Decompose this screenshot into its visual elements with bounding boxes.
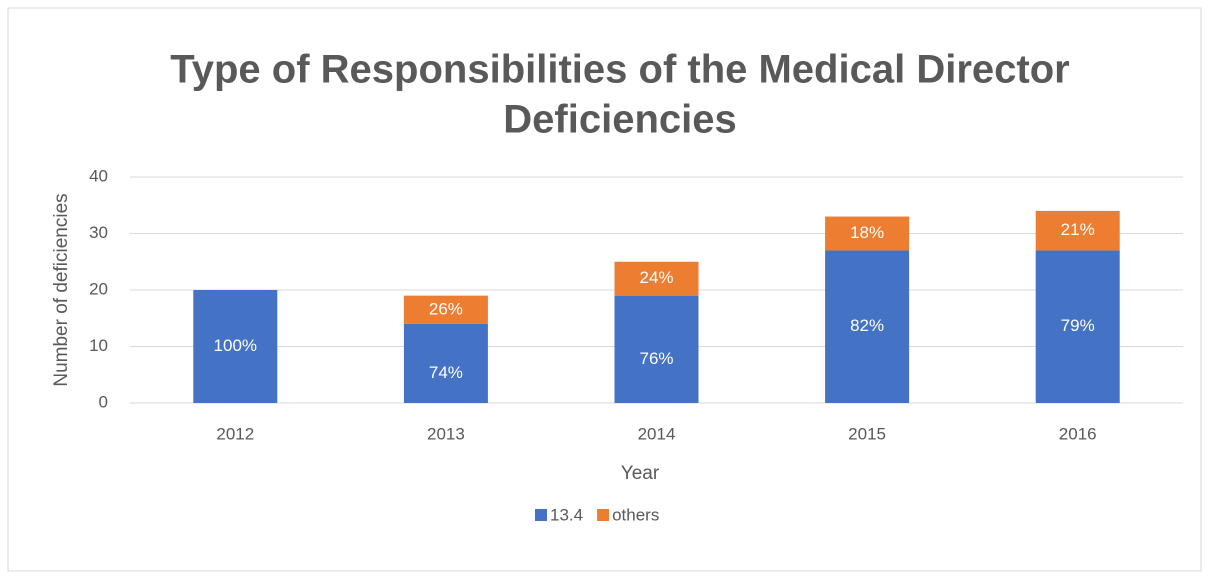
- y-axis-label: Number of deficiencies: [51, 193, 72, 386]
- data-label: 74%: [429, 363, 463, 382]
- legend-label: 13.4: [550, 505, 583, 524]
- bar-segment: [193, 290, 278, 403]
- bar-segment: [1035, 210, 1120, 251]
- x-axis-label: Year: [621, 463, 660, 484]
- y-tick-label: 30: [89, 223, 108, 242]
- bar-segment: [1035, 250, 1120, 403]
- x-tick-label: 2012: [216, 424, 254, 443]
- legend-label: others: [612, 505, 659, 524]
- bar-segment: [825, 250, 910, 403]
- legend-swatch: [535, 509, 547, 521]
- x-tick-label: 2015: [848, 424, 886, 443]
- y-tick-label: 40: [89, 166, 108, 185]
- y-tick-label: 0: [99, 392, 108, 411]
- x-tick-label: 2013: [427, 424, 465, 443]
- y-tick-label: 10: [89, 336, 108, 355]
- bar-segment: [403, 323, 488, 403]
- bar-segment: [614, 295, 699, 403]
- y-tick-label: 20: [89, 279, 108, 298]
- data-label: 100%: [214, 336, 257, 355]
- data-label: 76%: [639, 349, 673, 368]
- x-tick-label: 2014: [638, 424, 676, 443]
- chart-title: Type of Responsibilities of the Medical …: [170, 48, 1069, 92]
- x-tick-label: 2016: [1059, 424, 1097, 443]
- bar-segment: [403, 295, 488, 324]
- bar-segment: [825, 216, 910, 251]
- data-label: 21%: [1061, 220, 1095, 239]
- data-label: 18%: [850, 223, 884, 242]
- data-label: 79%: [1061, 316, 1095, 335]
- data-label: 26%: [429, 299, 463, 318]
- data-label: 82%: [850, 316, 884, 335]
- bar-segment: [614, 261, 699, 296]
- chart-title: Deficiencies: [503, 98, 736, 142]
- legend-swatch: [597, 509, 610, 521]
- data-label: 24%: [639, 268, 673, 287]
